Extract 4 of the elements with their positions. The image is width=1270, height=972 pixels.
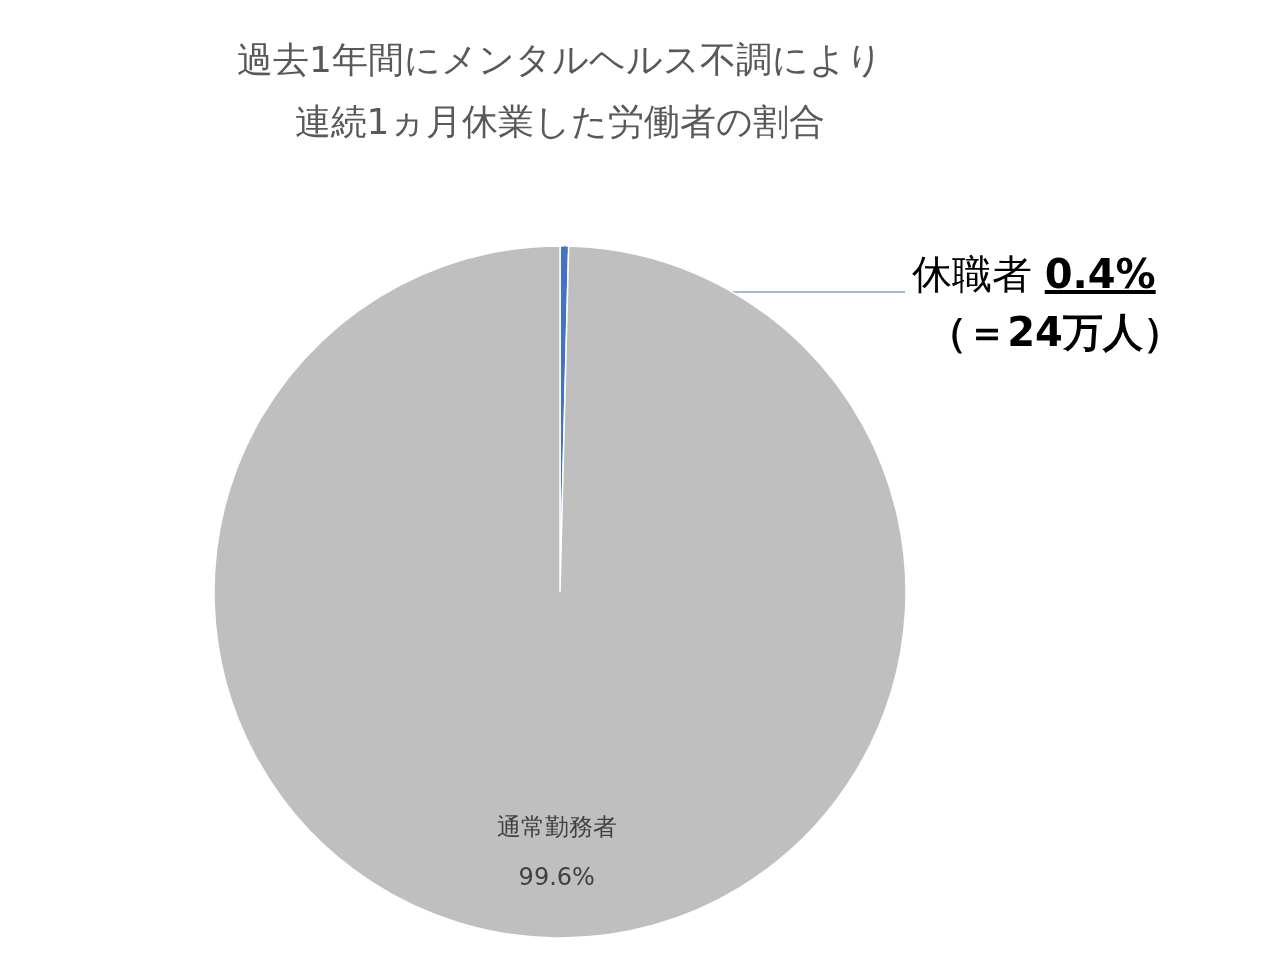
annotation: （＝24万人） <box>927 309 1183 355</box>
data-label: 99.6% <box>518 863 595 892</box>
title: 過去1年間にメンタルヘルス不調により連続1ヵ月休業した労働者の割合 <box>237 39 883 142</box>
slice-label: 通常勤務者 <box>496 813 617 842</box>
